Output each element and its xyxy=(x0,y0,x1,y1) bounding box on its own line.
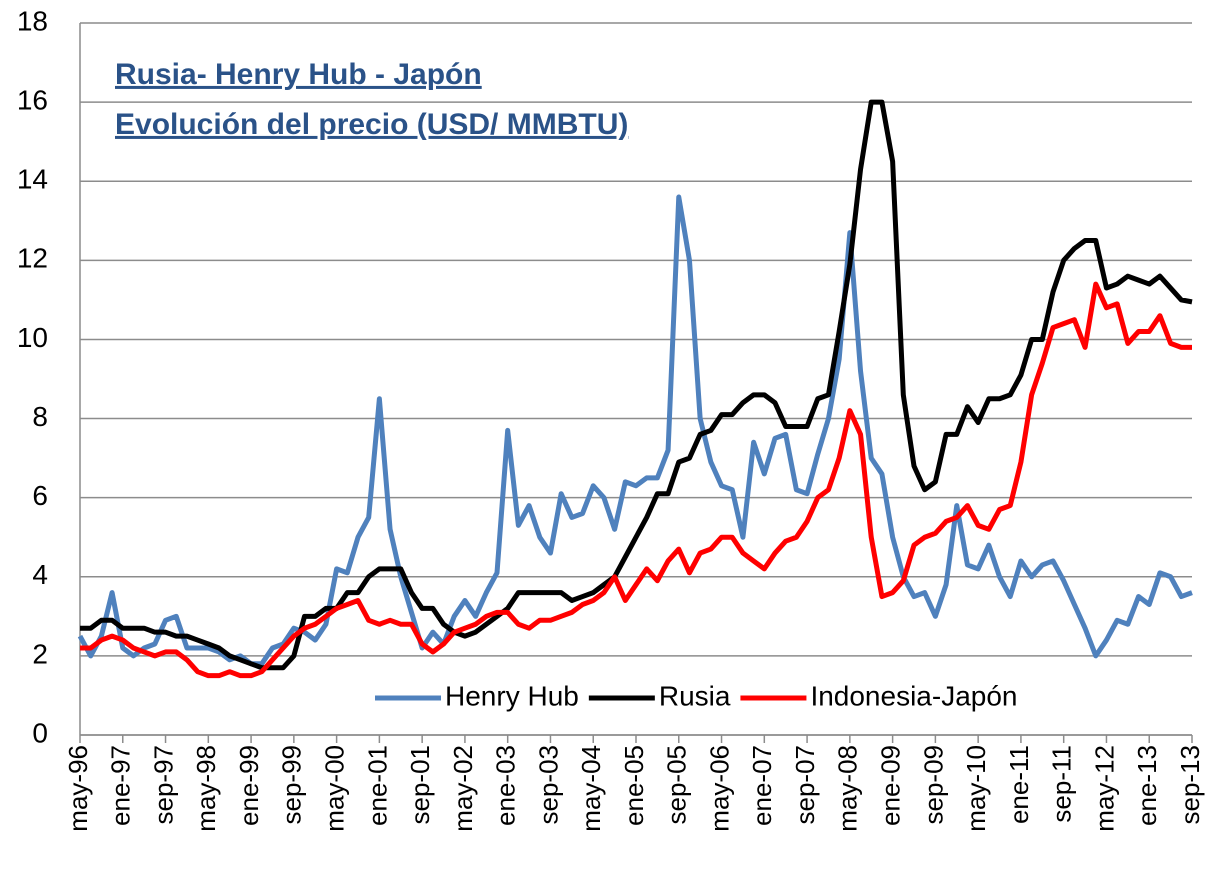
y-tick-label: 0 xyxy=(32,717,48,748)
x-tick-label: sep-97 xyxy=(148,745,178,825)
y-tick-label: 12 xyxy=(17,243,48,274)
x-tick-label: ene-09 xyxy=(875,745,905,826)
x-tick-label: ene-99 xyxy=(234,745,264,826)
x-tick-label: ene-05 xyxy=(619,745,649,826)
x-tick-label: may-10 xyxy=(961,745,991,832)
series-line xyxy=(80,281,1192,679)
legend-label: Rusia xyxy=(659,680,731,711)
y-tick-label: 2 xyxy=(32,638,48,669)
y-tick-label: 18 xyxy=(17,5,48,36)
y-tick-label: 14 xyxy=(17,164,48,195)
series-line xyxy=(77,194,1193,667)
x-tick-label: sep-03 xyxy=(533,745,563,825)
y-tick-label: 6 xyxy=(32,480,48,511)
x-tick-label: sep-05 xyxy=(662,745,692,825)
x-tick-label: ene-13 xyxy=(1132,745,1162,826)
x-tick-label: sep-11 xyxy=(1047,745,1077,823)
x-tick-label: sep-09 xyxy=(918,745,948,825)
x-tick-label: ene-97 xyxy=(106,745,136,826)
chart-subtitle: Evolución del precio (USD/ MMBTU) xyxy=(115,108,628,141)
y-tick-label: 16 xyxy=(17,85,48,116)
x-tick-label: may-02 xyxy=(448,745,478,832)
y-tick-label: 10 xyxy=(17,322,48,353)
legend-label: Henry Hub xyxy=(445,680,579,711)
x-tick-label: ene-11 xyxy=(1004,745,1034,824)
y-tick-label: 8 xyxy=(32,401,48,432)
x-tick-label: sep-99 xyxy=(277,745,307,825)
legend-label: Indonesia-Japón xyxy=(810,680,1017,711)
x-tick-label: ene-01 xyxy=(362,745,392,826)
x-tick-label: may-12 xyxy=(1089,745,1119,832)
x-tick-label: sep-13 xyxy=(1175,745,1205,825)
x-tick-label: may-96 xyxy=(63,745,93,832)
x-tick-label: sep-01 xyxy=(405,745,435,825)
x-tick-label: ene-07 xyxy=(747,745,777,826)
x-tick-label: sep-07 xyxy=(790,745,820,825)
x-tick-label: may-00 xyxy=(319,745,349,832)
x-tick-label: may-04 xyxy=(576,745,606,832)
x-tick-label: may-08 xyxy=(833,745,863,832)
chart-title: Rusia- Henry Hub - Japón xyxy=(115,58,482,91)
x-tick-label: may-06 xyxy=(704,745,734,832)
x-tick-label: may-98 xyxy=(191,745,221,832)
x-tick-label: ene-03 xyxy=(491,745,521,826)
y-tick-label: 4 xyxy=(32,559,48,590)
